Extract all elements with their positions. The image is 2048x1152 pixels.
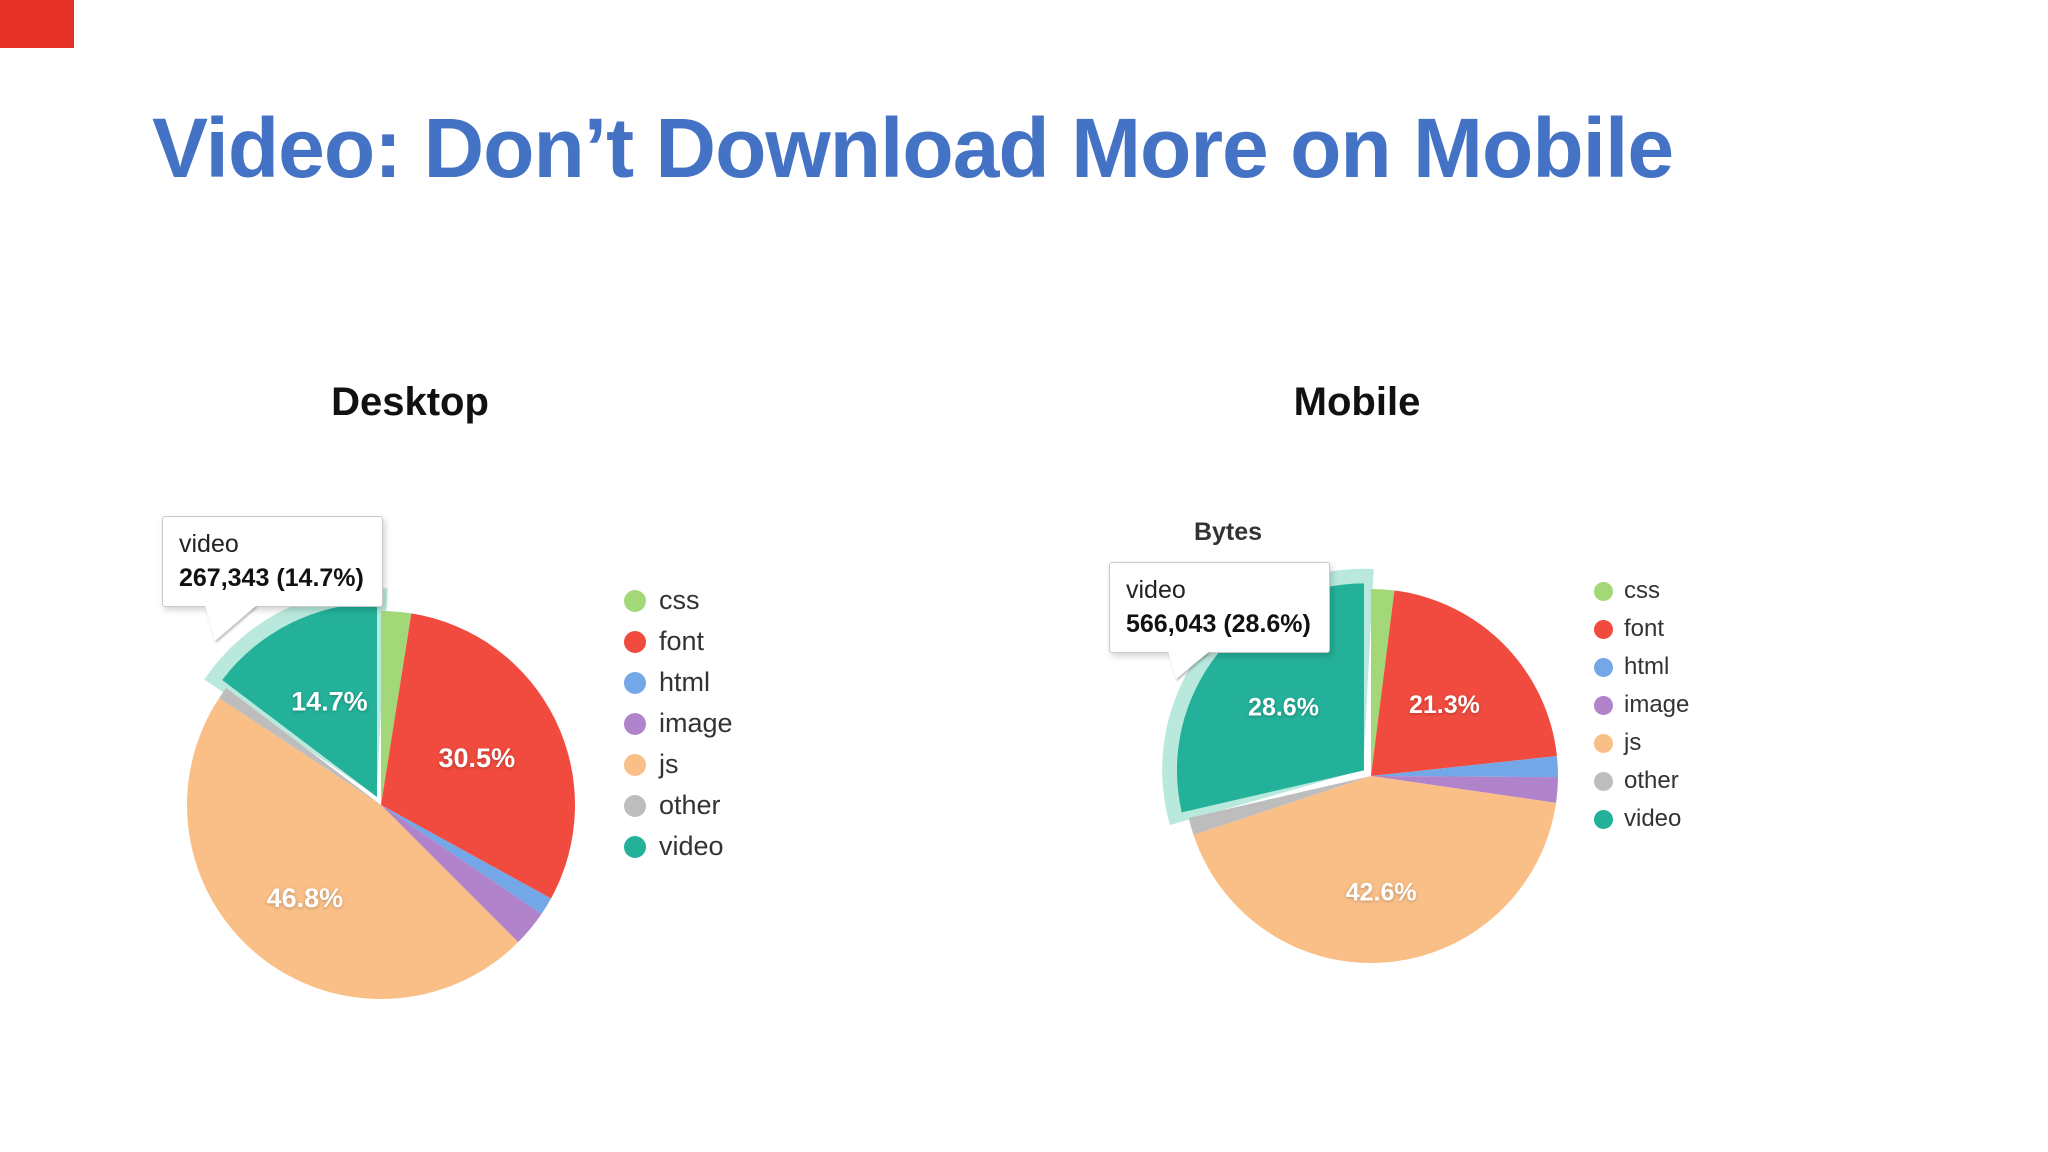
legend-label-other: other [1624, 767, 1679, 794]
pie-slice-image [1371, 776, 1558, 803]
slice-label-js: 46.8% [267, 883, 344, 913]
legend-swatch-font [1594, 619, 1613, 639]
pie-slice-other [1188, 776, 1371, 835]
desktop-pie-chart: 30.5% 46.8% 14.7% [186, 588, 575, 1000]
slice-label-video: 28.6% [1248, 693, 1319, 721]
pie-slice-js [186, 697, 519, 1000]
legend-item-js: js [1594, 724, 1689, 762]
legend-swatch-image [1594, 695, 1613, 715]
slide-title: Video: Don’t Download More on Mobile [152, 101, 1674, 195]
legend-item-font: font [1594, 610, 1689, 648]
legend-item-video: video [1594, 800, 1689, 838]
legend-swatch-css [624, 589, 646, 612]
mobile-pie-chart: 21.3% 42.6% 28.6% [1162, 568, 1559, 963]
legend-swatch-video [1594, 809, 1613, 829]
legend-swatch-html [624, 671, 646, 694]
legend-swatch-image [624, 712, 646, 735]
mobile-legend: css font html image js other video [1594, 572, 1689, 838]
legend-item-font: font [624, 621, 733, 662]
legend-swatch-js [624, 753, 646, 776]
legend-item-video: video [624, 826, 733, 867]
desktop-tooltip-pointer [205, 604, 257, 641]
pie-slice-other [219, 688, 381, 805]
desktop-tooltip-series-name: video [179, 530, 239, 558]
legend-label-js: js [1624, 729, 1642, 756]
legend-label-other: other [659, 790, 721, 820]
pie-slice-image [381, 805, 542, 943]
pie-slice-html [1371, 756, 1559, 778]
mobile-chart-title: Mobile [1293, 380, 1421, 424]
pie-slice-css [1371, 589, 1395, 776]
legend-item-other: other [624, 785, 733, 826]
slice-label-js: 42.6% [1346, 879, 1417, 907]
pie-slice-font [381, 613, 575, 899]
legend-label-video: video [659, 831, 724, 861]
mobile-tooltip-series-value: 566,043 (28.6%) [1126, 609, 1311, 638]
legend-label-font: font [1624, 615, 1665, 642]
pie-slice-font [1371, 590, 1557, 776]
legend-swatch-video [624, 835, 646, 858]
legend-swatch-other [624, 794, 646, 817]
desktop-legend: css font html image js other video [624, 580, 733, 867]
legend-label-js: js [659, 749, 679, 779]
legend-label-image: image [1624, 691, 1690, 718]
desktop-tooltip-series-value: 267,343 (14.7%) [179, 563, 364, 592]
slice-label-font: 30.5% [439, 743, 516, 773]
slice-label-video: 14.7% [291, 686, 368, 716]
pie-slice-video [222, 602, 377, 797]
legend-swatch-font [624, 630, 646, 653]
legend-item-js: js [624, 744, 733, 785]
pie-slice-css [381, 611, 412, 805]
legend-swatch-html [1594, 657, 1613, 677]
legend-item-css: css [624, 580, 733, 621]
slice-label-font: 21.3% [1409, 691, 1480, 719]
desktop-tooltip: video 267,343 (14.7%) [162, 516, 383, 641]
legend-label-html: html [659, 667, 711, 697]
desktop-chart-title: Desktop [331, 380, 489, 424]
legend-label-video: video [1624, 805, 1682, 832]
legend-swatch-js [1594, 733, 1613, 753]
legend-item-other: other [1594, 762, 1689, 800]
legend-item-image: image [624, 703, 733, 744]
legend-label-css: css [1624, 577, 1660, 604]
pie-slice-js [1193, 776, 1557, 963]
pie-slice-html [381, 805, 551, 915]
mobile-tooltip: video 566,043 (28.6%) [1109, 562, 1330, 679]
legend-item-image: image [1594, 686, 1689, 724]
legend-label-font: font [659, 626, 705, 656]
legend-label-image: image [659, 708, 733, 738]
mobile-tooltip-series-name: video [1126, 576, 1186, 604]
legend-label-css: css [659, 585, 700, 615]
legend-swatch-css [1594, 581, 1613, 601]
legend-swatch-other [1594, 771, 1613, 791]
mobile-axis-title: Bytes [1193, 518, 1263, 546]
red-corner-marker [0, 0, 74, 48]
mobile-tooltip-pointer [1168, 650, 1210, 679]
legend-label-html: html [1624, 653, 1670, 680]
legend-item-html: html [1594, 648, 1689, 686]
legend-item-html: html [624, 662, 733, 703]
legend-item-css: css [1594, 572, 1689, 610]
